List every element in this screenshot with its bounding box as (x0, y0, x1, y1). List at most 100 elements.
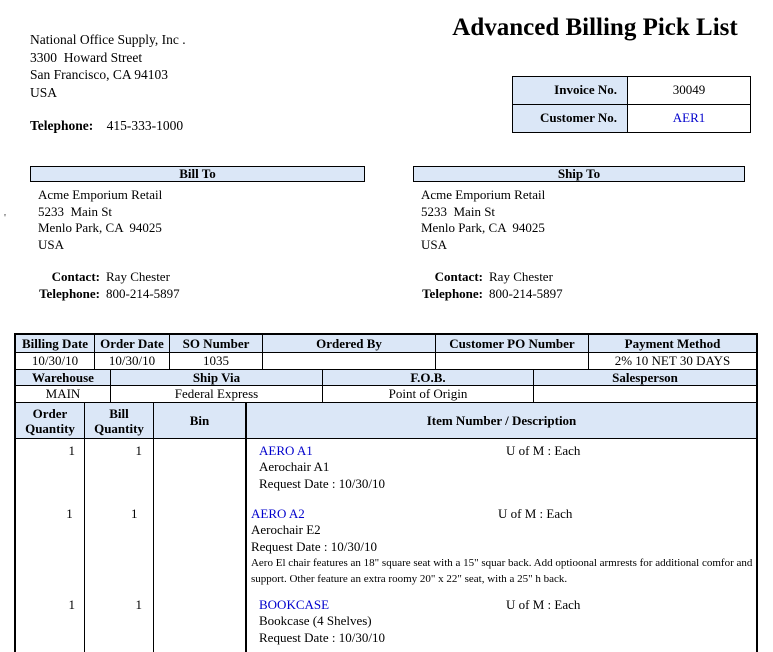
bin-cell (154, 596, 247, 646)
bill-to-telephone-label: Telephone: (39, 285, 100, 301)
column-divider (153, 439, 154, 652)
order-header-row-1: Billing Date Order Date SO Number Ordere… (16, 335, 756, 353)
bill-to-section: Bill To Acme Emporium Retail 5233 Main S… (30, 166, 365, 302)
order-value-row-1: 10/30/10 10/30/10 1035 2% 10 NET 30 DAYS (16, 353, 756, 370)
invoice-no-label: Invoice No. (513, 77, 628, 104)
item-description-cell: AERO A1 U of M : Each Aerochair A1 Reque… (247, 442, 756, 492)
uom-label: U of M : Each (506, 597, 581, 612)
item-code-link[interactable]: AERO A1 (259, 443, 313, 458)
invoice-no-row: Invoice No. 30049 (513, 77, 750, 104)
ship-to-country: USA (421, 236, 448, 252)
company-city: San Francisco, CA 94103 (30, 67, 168, 82)
ship-to-address: Acme Emporium Retail 5233 Main St Menlo … (413, 187, 745, 253)
item-row: 1 1 BOOKCASE U of M : Each Bookcase (4 S… (16, 596, 756, 646)
company-telephone-row: Telephone: 415-333-1000 (30, 117, 186, 135)
company-street: 3300 Howard Street (30, 49, 143, 65)
item-description-cell: BOOKCASE U of M : Each Bookcase (4 Shelv… (247, 596, 756, 646)
bill-to-name: Acme Emporium Retail (38, 187, 163, 202)
value-salesperson (534, 386, 756, 402)
bin-cell (154, 442, 247, 492)
value-customer-po-number (436, 353, 589, 369)
bill-to-contact-value: Ray Chester (106, 269, 170, 284)
ship-to-street: 5233 Main St (421, 203, 496, 219)
item-description-cell: AERO A2 U of M : Each Aerochair E2 Reque… (239, 505, 756, 587)
ship-to-telephone-label: Telephone: (422, 285, 483, 301)
customer-no-label: Customer No. (513, 105, 628, 132)
col-header-order-quantity: Order Quantity (16, 403, 85, 438)
header-salesperson: Salesperson (534, 370, 756, 385)
header-warehouse: Warehouse (16, 370, 111, 385)
value-fob: Point of Origin (323, 386, 534, 402)
value-order-date: 10/30/10 (95, 353, 170, 369)
col-header-bin: Bin (154, 403, 247, 438)
company-info-block: National Office Supply, Inc . 3300 Howar… (30, 31, 186, 135)
customer-no-row: Customer No. AER1 (513, 104, 750, 132)
bill-to-contact-block: Contact: Ray Chester Telephone: 800-214-… (30, 269, 365, 302)
order-value-row-2: MAIN Federal Express Point of Origin (16, 386, 756, 403)
ship-to-city: Menlo Park, CA 94025 (421, 220, 545, 235)
item-code-link[interactable]: AERO A2 (250, 506, 305, 521)
company-telephone-value: 415-333-1000 (106, 118, 184, 133)
ship-to-contact-value: Ray Chester (489, 269, 553, 284)
item-row: 1 1 AERO A1 U of M : Each Aerochair A1 R… (16, 442, 756, 492)
company-telephone-label: Telephone: (30, 118, 94, 133)
order-qty-cell: 1 (68, 443, 76, 458)
header-ordered-by: Ordered By (263, 335, 436, 352)
header-so-number: SO Number (170, 335, 263, 352)
bill-qty-cell: 1 (135, 443, 143, 458)
bill-to-telephone-value: 800-214-5897 (106, 285, 180, 301)
column-divider (245, 439, 247, 652)
company-name: National Office Supply, Inc . (30, 32, 186, 47)
column-divider (84, 439, 85, 652)
line-items-body: 1 1 AERO A1 U of M : Each Aerochair A1 R… (16, 439, 756, 652)
header-order-date: Order Date (95, 335, 170, 352)
invoice-no-value: 30049 (672, 82, 706, 97)
request-date: Request Date : 10/30/10 (250, 538, 377, 554)
bill-to-address: Acme Emporium Retail 5233 Main St Menlo … (30, 187, 365, 253)
item-description: Bookcase (4 Shelves) (259, 613, 372, 628)
header-ship-via: Ship Via (111, 370, 323, 385)
col-header-item-number-description: Item Number / Description (247, 403, 756, 438)
bill-qty-cell: 1 (135, 597, 143, 612)
request-date: Request Date : 10/30/10 (259, 629, 386, 645)
bill-to-contact-label: Contact: (51, 269, 100, 284)
ship-to-contact-label: Contact: (434, 269, 483, 284)
ship-to-contact-block: Contact: Ray Chester Telephone: 800-214-… (413, 269, 745, 302)
col-header-bill-quantity: Bill Quantity (85, 403, 154, 438)
value-ordered-by (263, 353, 436, 369)
header-payment-method: Payment Method (589, 335, 756, 352)
header-billing-date: Billing Date (16, 335, 95, 352)
page-title: Advanced Billing Pick List (452, 14, 738, 41)
bill-to-city: Menlo Park, CA 94025 (38, 220, 162, 235)
value-billing-date: 10/30/10 (16, 353, 95, 369)
bill-to-country: USA (38, 236, 65, 252)
bin-cell (150, 505, 239, 587)
company-country: USA (30, 84, 58, 100)
header-customer-po-number: Customer PO Number (436, 335, 589, 352)
pick-list-table: Billing Date Order Date SO Number Ordere… (14, 333, 758, 652)
invoice-info-table: Invoice No. 30049 Customer No. AER1 (512, 76, 751, 133)
customer-no-link[interactable]: AER1 (672, 110, 706, 125)
request-date: Request Date : 10/30/10 (259, 475, 386, 491)
item-description: Aerochair A1 (259, 459, 330, 474)
order-header-row-2: Warehouse Ship Via F.O.B. Salesperson (16, 370, 756, 386)
value-ship-via: Federal Express (111, 386, 323, 402)
line-items-header-row: Order Quantity Bill Quantity Bin Item Nu… (16, 403, 756, 439)
item-code-link[interactable]: BOOKCASE (259, 597, 330, 612)
bill-to-header: Bill To (30, 166, 365, 182)
item-long-description: Aero El chair features an 18" square sea… (250, 557, 753, 585)
bill-qty-cell: 1 (131, 506, 138, 521)
ship-to-name: Acme Emporium Retail (421, 187, 546, 202)
stray-mark: ' (4, 212, 6, 224)
item-row: 1 1 AERO A2 U of M : Each Aerochair E2 R… (16, 505, 756, 587)
uom-label: U of M : Each (506, 443, 581, 458)
value-so-number: 1035 (170, 353, 263, 369)
order-qty-cell: 1 (66, 506, 73, 521)
header-fob: F.O.B. (323, 370, 534, 385)
value-payment-method: 2% 10 NET 30 DAYS (614, 353, 731, 368)
value-warehouse: MAIN (16, 386, 111, 402)
ship-to-section: Ship To Acme Emporium Retail 5233 Main S… (413, 166, 745, 302)
item-description: Aerochair E2 (250, 522, 321, 537)
ship-to-header: Ship To (413, 166, 745, 182)
